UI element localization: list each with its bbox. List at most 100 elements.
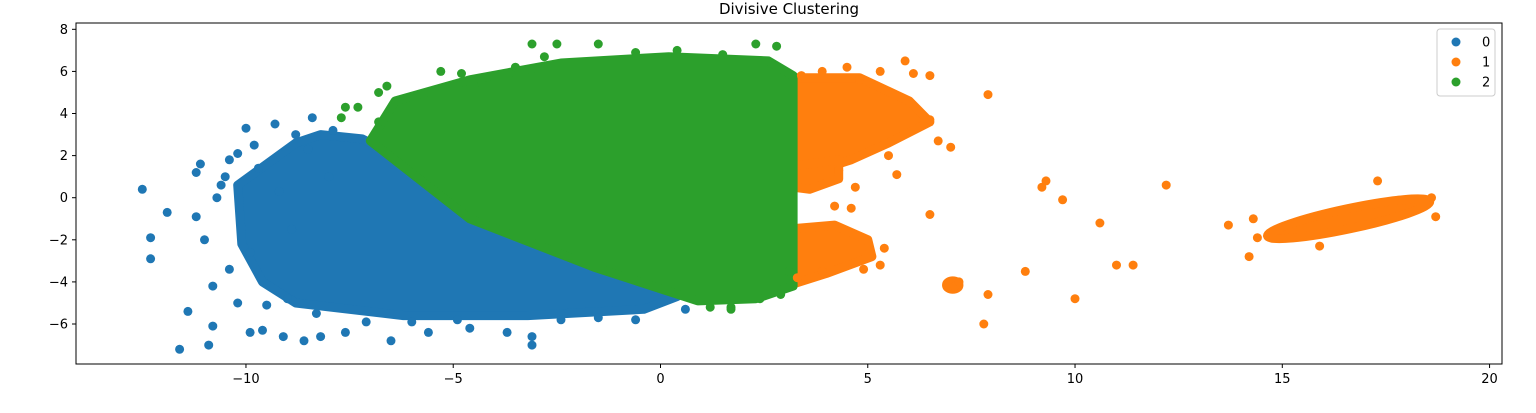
- cluster-1-point: [946, 142, 956, 152]
- cluster-2-point: [593, 39, 603, 49]
- cluster-0-point: [278, 332, 288, 342]
- cluster-0-point: [527, 332, 537, 342]
- cluster-1-point: [842, 62, 852, 72]
- y-tick-label: 6: [60, 65, 68, 80]
- legend-label-0: 0: [1482, 36, 1490, 51]
- cluster-0-point: [274, 186, 284, 196]
- cluster-2-point: [510, 62, 520, 72]
- legend-label-1: 1: [1482, 56, 1490, 71]
- cluster-2-point: [755, 294, 765, 304]
- legend-marker-1: [1451, 57, 1461, 67]
- cluster-0-point: [324, 172, 334, 182]
- cluster-1-point: [933, 136, 943, 146]
- cluster-1-point: [925, 210, 935, 219]
- chart-title: Divisive Clustering: [719, 0, 859, 18]
- cluster-0-point: [556, 315, 566, 325]
- cluster-1-point: [1128, 260, 1138, 270]
- cluster-1-point: [900, 56, 910, 66]
- cluster-0-point: [200, 235, 209, 245]
- cluster-0-point: [162, 207, 172, 217]
- y-tick-label: −4: [49, 275, 68, 290]
- cluster-2-point: [776, 290, 786, 299]
- x-tick-label: −10: [232, 372, 259, 387]
- cluster-2-point: [552, 39, 562, 49]
- x-tick-label: 20: [1481, 372, 1498, 387]
- cluster-1-point: [983, 290, 993, 299]
- cluster-0-point: [253, 163, 263, 173]
- cluster-0-point: [146, 254, 156, 264]
- legend-marker-0: [1451, 37, 1461, 47]
- cluster-0-point: [191, 168, 201, 177]
- cluster-0-point: [465, 323, 475, 333]
- x-tick-label: 5: [864, 372, 872, 387]
- cluster-0-point: [631, 315, 641, 325]
- plot-area-frame: [75, 22, 1503, 365]
- cluster-2-point: [382, 81, 392, 91]
- x-tick-label: 10: [1067, 372, 1084, 387]
- cluster-2-point: [527, 39, 537, 49]
- cluster-2-point: [718, 50, 728, 60]
- cluster-1-dense-region: [788, 73, 935, 175]
- cluster-0-point: [175, 344, 185, 354]
- cluster-2-point: [705, 302, 715, 312]
- cluster-0-point: [258, 325, 267, 335]
- cluster-0-point: [270, 119, 280, 129]
- cluster-1-point: [925, 71, 935, 81]
- cluster-2-point: [436, 66, 446, 76]
- cluster-1-point: [875, 66, 885, 76]
- cluster-0-point: [212, 193, 222, 203]
- cluster-0-point: [593, 313, 603, 323]
- cluster-2-point: [374, 117, 384, 127]
- cluster-1-point: [850, 182, 860, 192]
- cluster-2-point: [784, 266, 794, 276]
- cluster-1-point: [884, 151, 893, 161]
- cluster-0-point: [307, 113, 317, 123]
- cluster-0-point: [386, 336, 396, 346]
- cluster-2-point: [631, 48, 641, 57]
- cluster-1-point: [1315, 241, 1325, 251]
- cluster-2-point: [751, 39, 761, 49]
- cluster-0-point: [245, 247, 255, 257]
- cluster-0-point: [137, 184, 147, 194]
- x-tick-label: −5: [444, 372, 463, 387]
- cluster-0-point: [216, 180, 226, 190]
- legend-marker-2: [1451, 77, 1461, 87]
- y-tick-label: 0: [60, 191, 68, 206]
- cluster-1-point: [1095, 218, 1105, 228]
- y-tick-label: 4: [60, 107, 68, 122]
- cluster-0-point: [191, 212, 201, 222]
- cluster-1-point: [830, 201, 840, 211]
- cluster-2-point: [477, 79, 487, 89]
- cluster-1-point: [892, 170, 902, 180]
- cluster-0-point: [195, 159, 205, 169]
- cluster-1-point: [875, 260, 885, 270]
- cluster-0-point: [146, 233, 156, 243]
- cluster-1-dense-region: [788, 155, 844, 194]
- cluster-1-point: [954, 277, 964, 287]
- cluster-1-point: [859, 264, 869, 274]
- cluster-1-point: [1070, 294, 1080, 304]
- cluster-0-point: [303, 144, 313, 154]
- cluster-1-point: [834, 165, 844, 175]
- cluster-0-point: [224, 264, 234, 274]
- legend-box: [1436, 28, 1496, 97]
- cluster-1-point: [796, 71, 806, 81]
- cluster-2-point: [672, 45, 682, 55]
- cluster-0-point: [287, 224, 297, 234]
- cluster-0-point: [452, 315, 462, 325]
- cluster-2-point: [340, 102, 350, 112]
- cluster-1-point: [817, 266, 827, 276]
- cluster-0-point: [316, 332, 326, 342]
- cluster-0-point: [291, 130, 301, 140]
- cluster-2-point: [772, 41, 782, 51]
- cluster-0-point: [233, 298, 243, 308]
- cluster-1-point: [1020, 266, 1030, 276]
- cluster-1-point: [792, 273, 802, 283]
- cluster-1-point: [1244, 252, 1254, 262]
- y-tick-label: 2: [60, 149, 68, 164]
- cluster-1-point: [1427, 193, 1436, 203]
- cluster-2-point: [353, 102, 363, 112]
- cluster-0-point: [311, 309, 321, 318]
- y-tick-label: −6: [49, 318, 68, 333]
